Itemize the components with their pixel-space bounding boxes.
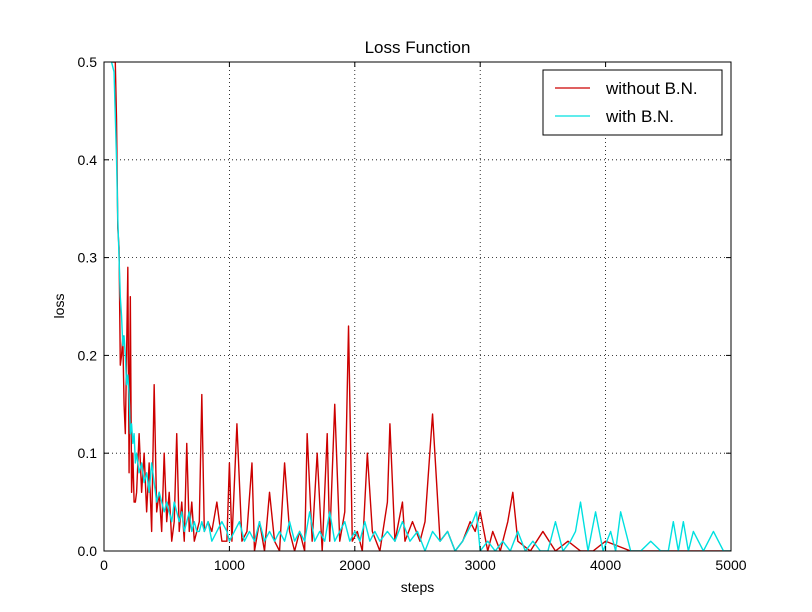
axis-ticks: 0 1000 2000 3000 4000 5000 0.0 0.1 0.2 0.3 0.4 0.5: [78, 54, 747, 573]
x-tick-label: 1000: [214, 557, 245, 573]
x-tick-label: 5000: [715, 557, 746, 573]
x-tick-label: 4000: [590, 557, 621, 573]
series-line-0: [111, 62, 731, 551]
legend-box: [542, 69, 723, 136]
series-line-1: [110, 62, 731, 551]
y-tick-label: 0.1: [78, 445, 98, 461]
y-tick-label: 0.5: [78, 54, 98, 70]
chart-title: Loss Function: [365, 38, 471, 57]
x-tick-label: 0: [100, 557, 108, 573]
series-layer: [110, 62, 731, 551]
x-tick-label: 2000: [339, 557, 370, 573]
y-axis-label: loss: [51, 294, 67, 319]
x-tick-label: 3000: [465, 557, 496, 573]
y-tick-label: 0.2: [78, 347, 98, 363]
legend-label-without-bn: without B.N.: [605, 79, 698, 98]
x-axis-label: steps: [401, 579, 434, 595]
y-tick-label: 0.0: [78, 543, 98, 559]
legend-label-with-bn: with B.N.: [605, 107, 674, 126]
plot-frame: [103, 61, 732, 552]
y-tick-label: 0.4: [78, 152, 98, 168]
grid-lines: [104, 62, 731, 551]
legend: without B.N. with B.N.: [542, 69, 723, 136]
y-tick-label: 0.3: [78, 250, 98, 266]
